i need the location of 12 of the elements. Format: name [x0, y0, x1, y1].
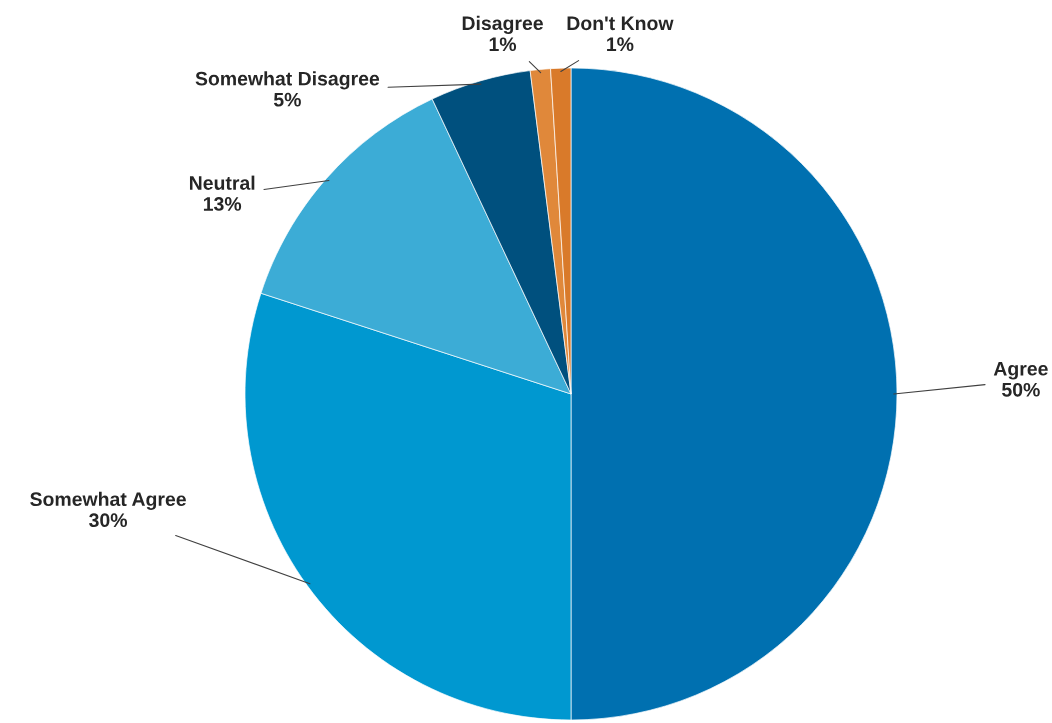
slice-label: Agree [993, 362, 1048, 380]
data-label: 1% [607, 37, 634, 52]
slice-label: Somewhat Disagree [195, 71, 380, 90]
slice-label: Neutral [189, 175, 255, 190]
data-label: 13% [203, 197, 242, 211]
data-label: 1% [489, 37, 517, 52]
data-label: 30% [89, 513, 128, 528]
slice-label: Don't Know [567, 16, 674, 31]
data-label: 50% [1002, 382, 1040, 397]
slice-label: Somewhat Agree [30, 491, 186, 510]
data-label: 5% [273, 92, 301, 107]
slice-label: Disagree [462, 15, 543, 35]
